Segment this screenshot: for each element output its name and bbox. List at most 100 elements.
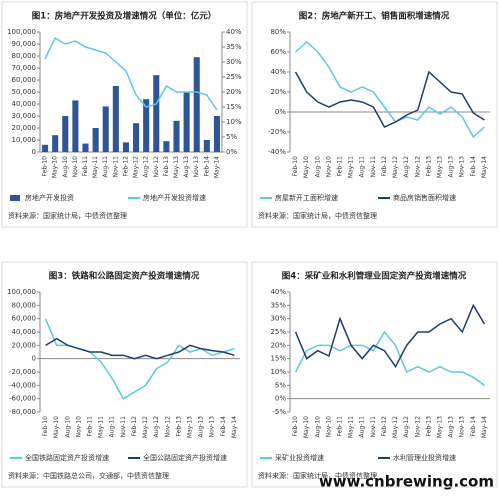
x-tick-label: May-11 [348, 156, 355, 178]
x-tick-label: Feb-10 [42, 156, 49, 177]
panel-border [1, 1, 248, 228]
y-tick-label: 70,000 [12, 64, 37, 72]
y2-tick-label: 35% [226, 43, 242, 51]
y-tick-label: 80,000 [12, 301, 37, 309]
bar [183, 92, 190, 152]
x-tick-label: Nov-12 [164, 416, 171, 438]
bar [62, 116, 69, 152]
line-series [45, 337, 235, 360]
y-tick-label: -20,000 [9, 368, 36, 376]
x-tick-label: Nov-10 [72, 156, 79, 178]
x-tick-label: Feb-14 [470, 156, 477, 177]
x-tick-label: Nov-10 [325, 156, 332, 178]
x-tick-label: May-13 [173, 156, 180, 178]
line-series [295, 40, 485, 139]
x-tick-label: Nov-13 [459, 156, 466, 178]
y-tick-label: 0 [32, 355, 36, 363]
x-tick-label: Feb-13 [175, 416, 182, 437]
x-tick-label: Aug-13 [198, 416, 205, 438]
y-tick-label: 5% [275, 381, 286, 389]
bar [82, 143, 89, 152]
y-tick-label: -80,000 [9, 408, 36, 416]
x-tick-label: May-13 [187, 416, 194, 438]
x-tick-label: Feb-14 [203, 156, 210, 177]
x-tick-label: Feb-14 [220, 416, 227, 437]
x-tick-label: Nov-12 [414, 156, 421, 178]
x-tick-label: Aug-10 [64, 416, 71, 438]
x-tick-label: Feb-13 [425, 416, 432, 437]
y-tick-label: 100,000 [7, 288, 36, 296]
y2-tick-label: 5% [226, 133, 237, 141]
y-tick-label: 0 [32, 148, 36, 156]
panel-border [251, 1, 498, 228]
y-tick-label: 20% [270, 88, 286, 96]
y-tick-label: 100,000 [7, 28, 36, 36]
y-tick-label: 25% [270, 328, 286, 336]
x-tick-label: Aug-12 [403, 416, 410, 438]
x-tick-label: Aug-13 [448, 416, 455, 438]
y-tick-label: 20,000 [12, 341, 37, 349]
y-tick-label: -20% [268, 128, 286, 136]
x-tick-label: Aug-12 [143, 156, 150, 178]
source-note: 资料来源：国家统计局，中债资信整理 [8, 211, 127, 220]
y-tick-label: -60,000 [9, 395, 36, 403]
bar [153, 75, 160, 152]
x-tick-label: Nov-11 [370, 156, 377, 178]
x-tick-label: May-12 [133, 156, 140, 178]
source-note: 资料来源：国家统计局，中债资信整理 [258, 471, 377, 480]
y-tick-label: -40,000 [9, 381, 36, 389]
x-tick-label: Aug-10 [62, 156, 69, 178]
x-tick-label: May-14 [481, 156, 488, 178]
bar [52, 135, 59, 152]
bar [213, 116, 220, 152]
x-tick-label: Feb-11 [337, 156, 344, 177]
x-tick-label: Feb-10 [42, 416, 49, 437]
x-tick-label: May-13 [437, 156, 444, 178]
x-tick-label: Nov-10 [325, 416, 332, 438]
y-tick-label: 20% [270, 341, 286, 349]
bar [42, 144, 49, 152]
x-tick-label: Feb-12 [381, 156, 388, 177]
y-tick-label: 40% [270, 68, 286, 76]
x-tick-label: Feb-11 [87, 416, 94, 437]
y-tick-label: 0% [275, 108, 286, 116]
x-tick-label: Feb-11 [337, 416, 344, 437]
bar [203, 140, 210, 152]
y2-tick-label: 40% [226, 28, 242, 36]
bar [92, 128, 99, 152]
bar [163, 141, 170, 152]
legend-label: 房屋新开工面积增速 [275, 193, 338, 202]
x-tick-label: Nov-12 [153, 156, 160, 178]
y-tick-label: 30,000 [12, 112, 37, 120]
y-tick-label: 60% [270, 48, 286, 56]
y-tick-label: 10,000 [12, 136, 37, 144]
x-tick-label: May-11 [348, 416, 355, 438]
y-tick-label: 30% [270, 315, 286, 323]
x-tick-label: Aug-12 [153, 416, 160, 438]
line-series [294, 303, 486, 369]
x-tick-label: May-10 [53, 416, 60, 438]
chart-title: 图3：铁路和公路固定资产投资增速情况 [49, 271, 200, 282]
x-tick-label: Aug-13 [183, 156, 190, 178]
x-tick-label: Nov-13 [193, 156, 200, 178]
y2-tick-label: 30% [226, 58, 242, 66]
x-tick-label: May-12 [392, 416, 399, 438]
y-tick-label: 40% [270, 288, 286, 296]
line-series [294, 70, 485, 128]
bar [193, 57, 200, 153]
y2-tick-label: 10% [226, 118, 242, 126]
x-tick-label: Feb-11 [82, 156, 89, 177]
y2-tick-label: 25% [226, 73, 242, 81]
y-tick-label: 0% [275, 395, 286, 403]
bar [143, 99, 150, 152]
x-tick-label: Nov-11 [370, 416, 377, 438]
bar [133, 123, 140, 152]
y-tick-label: 60,000 [12, 76, 37, 84]
y-tick-label: 15% [270, 355, 286, 363]
x-tick-label: Aug-11 [359, 416, 366, 438]
x-tick-label: May-10 [52, 156, 59, 178]
y-tick-label: 80,000 [12, 52, 37, 60]
legend-label: 全国铁路固定资产投资增速 [25, 453, 109, 462]
panel-border [251, 261, 498, 488]
